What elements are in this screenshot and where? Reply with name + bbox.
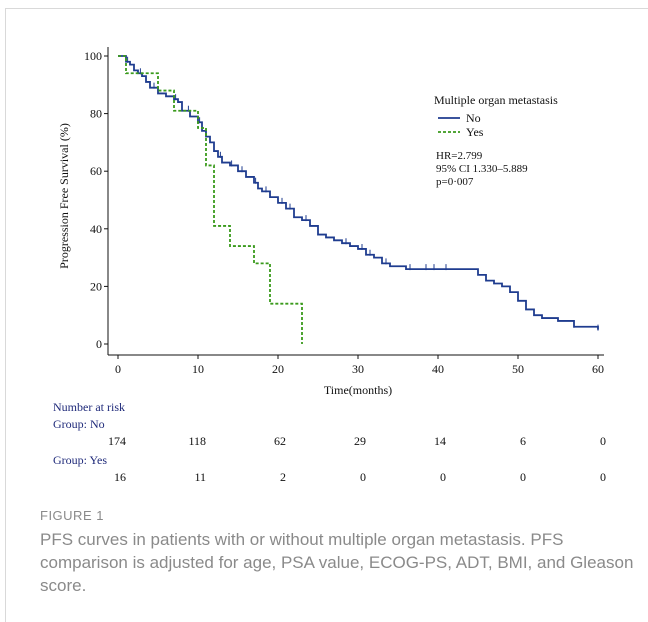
y-tick-label: 80: [90, 107, 102, 121]
risk-count: 118: [188, 434, 206, 448]
risk-count: 0: [360, 470, 366, 484]
stat-annotation: p=0·007: [436, 176, 474, 188]
risk-table-title: Number at risk: [53, 400, 125, 414]
risk-count: 14: [434, 434, 446, 448]
y-axis-label: Progression Free Survival (%): [57, 123, 71, 269]
stat-annotation: 95% CI 1.330–5.889: [436, 163, 528, 175]
x-tick-label: 0: [115, 362, 121, 376]
km-curve-no: [118, 55, 599, 330]
y-tick-label: 0: [96, 337, 102, 351]
risk-count: 2: [280, 470, 286, 484]
risk-count: 0: [520, 470, 526, 484]
x-tick-label: 20: [272, 362, 284, 376]
risk-count: 11: [194, 470, 206, 484]
figure-caption: PFS curves in patients with or without m…: [40, 530, 634, 595]
risk-count: 62: [274, 434, 286, 448]
x-tick-label: 50: [512, 362, 524, 376]
risk-count: 16: [114, 470, 126, 484]
risk-group-label: Group: No: [53, 417, 105, 431]
stat-annotation: HR=2.799: [436, 150, 483, 162]
y-tick-label: 40: [90, 222, 102, 236]
km-curve-yes: [118, 55, 303, 344]
x-tick-label: 30: [352, 362, 364, 376]
legend-label-yes: Yes: [466, 125, 484, 139]
x-tick-label: 60: [592, 362, 604, 376]
risk-count: 0: [600, 434, 606, 448]
y-tick-label: 60: [90, 164, 102, 178]
figure-frame: [5, 8, 648, 622]
survival-curves: [118, 55, 599, 344]
y-tick-label: 100: [84, 49, 102, 63]
risk-count: 6: [520, 434, 526, 448]
risk-group-label: Group: Yes: [53, 453, 107, 467]
risk-count: 0: [440, 470, 446, 484]
legend-label-no: No: [466, 111, 481, 125]
risk-count: 0: [600, 470, 606, 484]
x-axis-label: Time(months): [324, 383, 392, 397]
figure-label: FIGURE 1: [40, 508, 104, 523]
axes: 0 20 40 60 80 100 0 10 20 30 40 50 60 Time(months) Pro…: [57, 47, 604, 397]
y-tick-label: 20: [90, 279, 102, 293]
legend-title: Multiple organ metastasis: [434, 93, 558, 107]
x-tick-label: 40: [432, 362, 444, 376]
x-tick-label: 10: [192, 362, 204, 376]
risk-count: 29: [354, 434, 366, 448]
risk-count: 174: [108, 434, 126, 448]
